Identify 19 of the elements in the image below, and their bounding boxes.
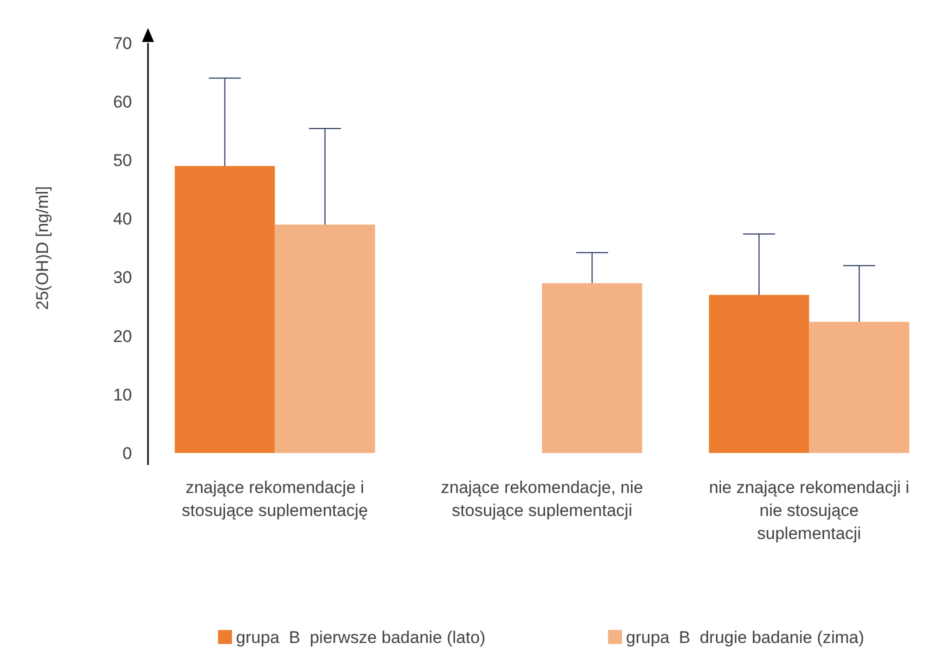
bar [274,224,376,453]
x-tick-label: znające rekomendacje, nie stosujące suplementacji [440,478,644,520]
bar [809,322,910,453]
y-tick-label: 0 [122,444,132,463]
x-tick-label: znające rekomendacje i stosujące suplementację [182,478,368,520]
y-tick-label: 40 [113,210,132,229]
y-tick-label: 10 [113,385,132,404]
y-tick-label: 70 [113,34,132,53]
legend-label: grupa B drugie badanie (zima) [626,628,864,647]
legend-label: grupa B pierwsze badanie (lato) [236,628,486,647]
bar [174,166,275,453]
bar [708,294,810,453]
y-tick-label: 20 [113,326,132,346]
bar [542,283,642,453]
y-tick-label: 50 [113,151,132,170]
y-tick-label: 60 [113,92,132,112]
x-tick-label: nie znające rekomendacji i nie stosujące suplementacji [708,478,910,543]
y-tick-label: 30 [113,268,132,288]
y-axis-title: 25(OH)D [ng/ml] [33,186,52,310]
